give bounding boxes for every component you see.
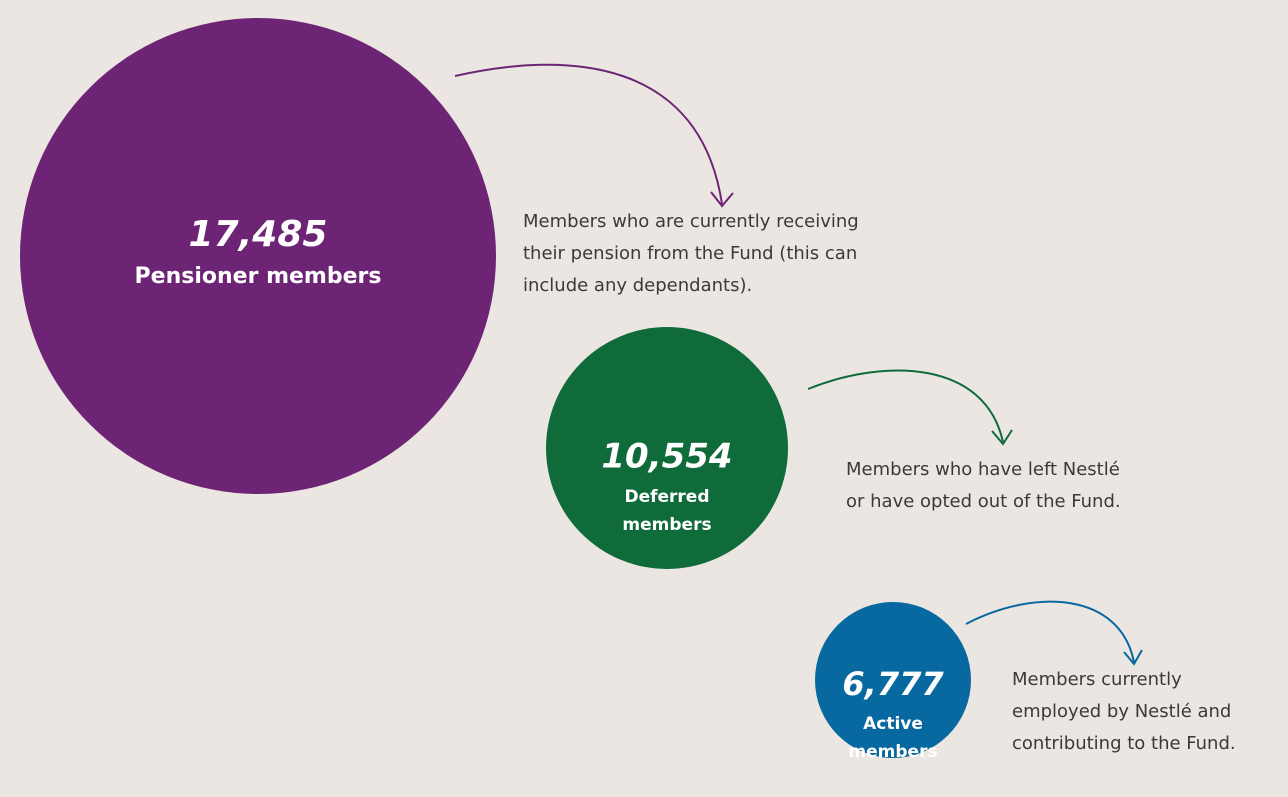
member-label: Deferred [624,487,709,507]
member-description: employed by Nestlé and [1012,701,1231,722]
member-description: Members who are currently receiving [523,211,859,232]
member-circle [546,327,788,569]
member-description: contributing to the Fund. [1012,733,1236,754]
member-circle [815,602,971,758]
member-description: Members currently [1012,669,1182,690]
arrow [965,600,1135,663]
member-description: or have opted out of the Fund. [846,491,1121,512]
arrow-head [991,429,1013,446]
member-circle [20,18,496,494]
member-description: their pension from the Fund (this can [523,243,857,264]
member-description: include any dependants). [523,275,752,296]
member-label: members [622,515,711,535]
arrow [807,369,1004,443]
arrow-head [1123,649,1143,666]
member-description: Members who have left Nestlé [846,459,1120,480]
member-count: 10,554 [601,437,732,477]
member-label: members [848,742,937,762]
arrow [454,63,723,205]
member-label: Pensioner members [135,264,382,289]
arrow-head [710,191,734,208]
member-label: Active [863,714,923,734]
member-count: 17,485 [189,214,328,255]
member-count: 6,777 [842,665,944,703]
